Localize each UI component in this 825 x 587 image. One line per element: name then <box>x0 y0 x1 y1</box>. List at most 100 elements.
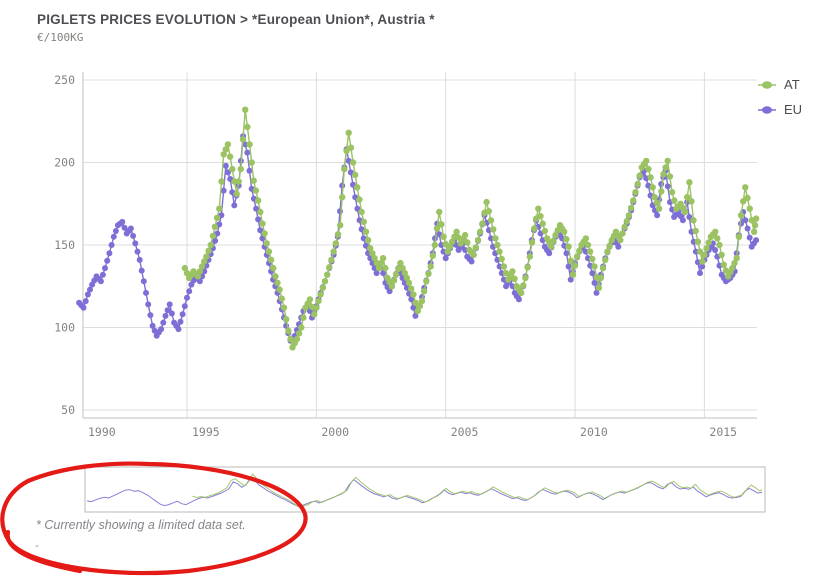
data-point-eu[interactable] <box>138 267 145 274</box>
data-point-at[interactable] <box>470 251 477 259</box>
data-point-at[interactable] <box>623 217 630 225</box>
data-point-at[interactable] <box>513 283 520 290</box>
data-point-eu[interactable] <box>455 247 462 253</box>
data-point-at[interactable] <box>664 157 671 165</box>
data-point-at[interactable] <box>461 231 469 239</box>
data-point-at[interactable] <box>390 277 398 284</box>
data-point-at[interactable] <box>311 311 318 318</box>
data-point-at[interactable] <box>298 324 305 331</box>
data-point-eu[interactable] <box>572 260 578 267</box>
data-point-eu[interactable] <box>112 228 119 234</box>
data-point-at[interactable] <box>563 236 570 243</box>
data-point-eu[interactable] <box>623 220 630 227</box>
data-point-at[interactable] <box>362 228 370 235</box>
data-point-eu[interactable] <box>293 327 300 333</box>
data-point-at[interactable] <box>401 269 408 277</box>
data-point-eu[interactable] <box>186 288 193 295</box>
data-point-eu[interactable] <box>304 301 311 308</box>
data-point-at[interactable] <box>647 174 654 181</box>
data-point-eu[interactable] <box>341 164 348 171</box>
data-point-at[interactable] <box>453 228 460 235</box>
data-point-at[interactable] <box>686 179 693 186</box>
data-point-at[interactable] <box>423 278 430 285</box>
data-point-eu[interactable] <box>242 141 249 148</box>
data-point-at[interactable] <box>188 271 195 278</box>
data-point-eu[interactable] <box>748 243 755 250</box>
data-point-at[interactable] <box>526 253 533 260</box>
data-point-at[interactable] <box>433 225 441 232</box>
data-point-eu[interactable] <box>507 276 514 283</box>
data-point-eu[interactable] <box>97 278 104 285</box>
data-point-at[interactable] <box>627 204 635 212</box>
data-point-eu[interactable] <box>682 208 688 215</box>
data-point-eu[interactable] <box>123 230 130 237</box>
data-point-eu[interactable] <box>196 278 203 285</box>
data-point-at[interactable] <box>399 264 406 272</box>
data-point-eu[interactable] <box>199 273 206 280</box>
data-point-eu[interactable] <box>326 265 333 272</box>
data-point-eu[interactable] <box>375 265 382 272</box>
data-point-eu[interactable] <box>356 217 363 224</box>
data-point-at[interactable] <box>321 278 329 285</box>
data-point-eu[interactable] <box>212 237 219 244</box>
data-point-at[interactable] <box>712 228 719 235</box>
data-point-eu[interactable] <box>477 230 484 237</box>
data-point-at[interactable] <box>239 136 247 143</box>
data-point-at[interactable] <box>345 129 352 136</box>
data-point-eu[interactable] <box>147 312 154 319</box>
data-point-eu[interactable] <box>707 243 714 250</box>
data-point-eu[interactable] <box>255 216 262 223</box>
data-point-eu[interactable] <box>699 263 706 270</box>
data-point-eu[interactable] <box>531 227 537 234</box>
data-point-at[interactable] <box>302 304 309 311</box>
data-point-eu[interactable] <box>535 223 542 230</box>
data-point-at[interactable] <box>449 238 456 245</box>
data-point-eu[interactable] <box>651 207 658 214</box>
data-point-at[interactable] <box>304 300 311 307</box>
data-point-eu[interactable] <box>227 176 234 182</box>
data-point-eu[interactable] <box>440 248 447 255</box>
data-point-eu[interactable] <box>690 238 697 245</box>
data-point-at[interactable] <box>507 272 514 279</box>
data-point-eu[interactable] <box>453 242 460 248</box>
data-point-eu[interactable] <box>235 182 242 189</box>
data-point-eu[interactable] <box>337 208 343 215</box>
data-point-eu[interactable] <box>132 240 139 247</box>
data-point-eu[interactable] <box>233 192 240 199</box>
data-point-at[interactable] <box>395 265 402 273</box>
data-point-eu[interactable] <box>537 230 544 237</box>
data-point-eu[interactable] <box>490 243 496 250</box>
data-point-eu[interactable] <box>412 312 419 319</box>
data-point-eu[interactable] <box>114 222 121 229</box>
data-point-at[interactable] <box>673 205 680 212</box>
data-point-at[interactable] <box>707 233 715 240</box>
data-point-at[interactable] <box>569 271 577 278</box>
data-point-eu[interactable] <box>432 235 438 242</box>
data-point-at[interactable] <box>567 257 574 264</box>
data-point-at[interactable] <box>213 214 221 221</box>
data-point-eu[interactable] <box>121 224 128 231</box>
data-point-eu[interactable] <box>561 242 568 249</box>
data-point-eu[interactable] <box>194 275 201 282</box>
data-point-at[interactable] <box>653 199 661 207</box>
data-point-eu[interactable] <box>585 255 591 262</box>
data-point-eu[interactable] <box>511 289 518 296</box>
data-point-eu[interactable] <box>574 254 581 261</box>
data-point-at[interactable] <box>509 268 516 275</box>
data-point-at[interactable] <box>548 243 555 250</box>
data-point-at[interactable] <box>272 273 279 280</box>
data-point-eu[interactable] <box>522 273 529 280</box>
data-point-eu[interactable] <box>162 312 169 319</box>
series-at[interactable] <box>181 106 760 351</box>
data-point-at[interactable] <box>220 151 227 158</box>
data-point-at[interactable] <box>440 233 447 240</box>
data-point-eu[interactable] <box>332 242 339 249</box>
data-point-eu[interactable] <box>229 189 236 196</box>
data-point-eu[interactable] <box>735 232 742 239</box>
data-point-eu[interactable] <box>716 262 723 269</box>
data-point-eu[interactable] <box>365 250 372 257</box>
data-point-eu[interactable] <box>505 279 512 286</box>
data-point-at[interactable] <box>405 279 413 287</box>
data-point-eu[interactable] <box>604 249 611 256</box>
data-point-eu[interactable] <box>89 281 96 288</box>
